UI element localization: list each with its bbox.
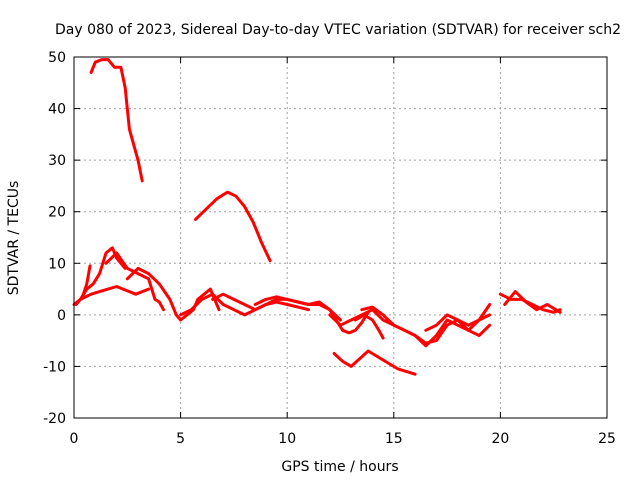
series-arc-15: [424, 313, 492, 332]
series-arc-11: [253, 295, 370, 335]
series-arc-2: [194, 190, 272, 263]
y-tick-label: 20: [48, 205, 66, 221]
series-arc-10: [211, 292, 310, 312]
data-series: [72, 58, 562, 376]
series-arc-5: [72, 246, 127, 306]
x-tick-label: 5: [176, 431, 185, 447]
x-tick-label: 25: [598, 431, 616, 447]
series-arc-6: [104, 251, 165, 312]
series-arc-8: [78, 285, 151, 301]
x-tick-label: 10: [278, 431, 296, 447]
plot-frame: [73, 56, 608, 419]
y-tick-label: -20: [43, 411, 66, 427]
y-tick-label: 30: [48, 153, 66, 169]
series-arc-7: [125, 266, 221, 322]
x-tick-label: 20: [491, 431, 509, 447]
grid: [74, 57, 607, 418]
x-axis-label: GPS time / hours: [281, 459, 398, 475]
series-arc-17: [503, 290, 562, 314]
y-tick-label: 10: [48, 256, 66, 272]
series-arc-16: [498, 292, 562, 314]
series-arc-13: [360, 303, 492, 348]
y-axis-label: SDTVAR / TECUs: [6, 181, 22, 296]
chart-title: Day 080 of 2023, Sidereal Day-to-day VTE…: [55, 22, 621, 38]
series-arc-3: [332, 349, 417, 376]
x-tick-label: 0: [70, 431, 79, 447]
axis-ticks: 0 5 10 15 20 25 -20 -10 0 10 20 30 40 50: [43, 50, 616, 447]
y-tick-label: 40: [48, 102, 66, 118]
series-arc-14: [353, 313, 385, 340]
y-tick-label: 0: [57, 308, 66, 324]
y-tick-label: 50: [48, 50, 66, 66]
y-tick-label: -10: [43, 359, 66, 375]
x-tick-label: 15: [385, 431, 403, 447]
series-arc-1: [89, 58, 144, 183]
